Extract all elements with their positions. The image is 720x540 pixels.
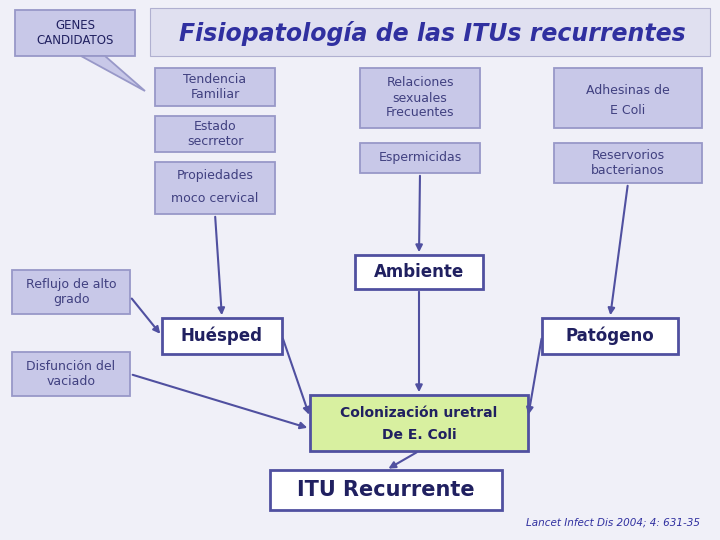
- FancyBboxPatch shape: [542, 318, 678, 354]
- Text: Ambiente: Ambiente: [374, 263, 464, 281]
- Text: Lancet Infect Dis 2004; 4: 631-35: Lancet Infect Dis 2004; 4: 631-35: [526, 518, 700, 528]
- FancyBboxPatch shape: [15, 10, 135, 56]
- Text: Relaciones
sexuales
Frecuentes: Relaciones sexuales Frecuentes: [386, 77, 454, 119]
- FancyBboxPatch shape: [360, 143, 480, 173]
- Text: ITU Recurrente: ITU Recurrente: [297, 480, 474, 500]
- FancyBboxPatch shape: [554, 143, 702, 183]
- FancyBboxPatch shape: [150, 8, 710, 56]
- Text: Reservorios
bacterianos: Reservorios bacterianos: [591, 149, 665, 177]
- FancyBboxPatch shape: [270, 470, 502, 510]
- Text: Reflujo de alto
grado: Reflujo de alto grado: [26, 278, 116, 306]
- Text: Huésped: Huésped: [181, 327, 263, 345]
- Text: Propiedades: Propiedades: [176, 170, 253, 183]
- Text: Patógeno: Patógeno: [566, 327, 654, 345]
- Text: GENES
CANDIDATOS: GENES CANDIDATOS: [36, 19, 114, 47]
- FancyBboxPatch shape: [155, 162, 275, 214]
- Text: moco cervical: moco cervical: [171, 192, 258, 205]
- FancyBboxPatch shape: [12, 270, 130, 314]
- FancyBboxPatch shape: [155, 116, 275, 152]
- Text: Fisiopatología de las ITUs recurrentes: Fisiopatología de las ITUs recurrentes: [179, 21, 685, 45]
- Text: De E. Coli: De E. Coli: [382, 428, 456, 442]
- Text: E Coli: E Coli: [611, 104, 646, 117]
- Text: Tendencia
Familiar: Tendencia Familiar: [184, 73, 246, 101]
- Text: Colonización uretral: Colonización uretral: [341, 406, 498, 420]
- Polygon shape: [81, 56, 145, 91]
- Text: Adhesinas de: Adhesinas de: [586, 84, 670, 98]
- FancyBboxPatch shape: [12, 352, 130, 396]
- Text: Estado
secrretor: Estado secrretor: [186, 120, 243, 148]
- FancyBboxPatch shape: [554, 68, 702, 128]
- Text: Espermicidas: Espermicidas: [379, 152, 462, 165]
- FancyBboxPatch shape: [355, 255, 483, 289]
- FancyBboxPatch shape: [155, 68, 275, 106]
- FancyBboxPatch shape: [310, 395, 528, 451]
- FancyBboxPatch shape: [360, 68, 480, 128]
- FancyBboxPatch shape: [162, 318, 282, 354]
- Text: Disfunción del
vaciado: Disfunción del vaciado: [27, 360, 116, 388]
